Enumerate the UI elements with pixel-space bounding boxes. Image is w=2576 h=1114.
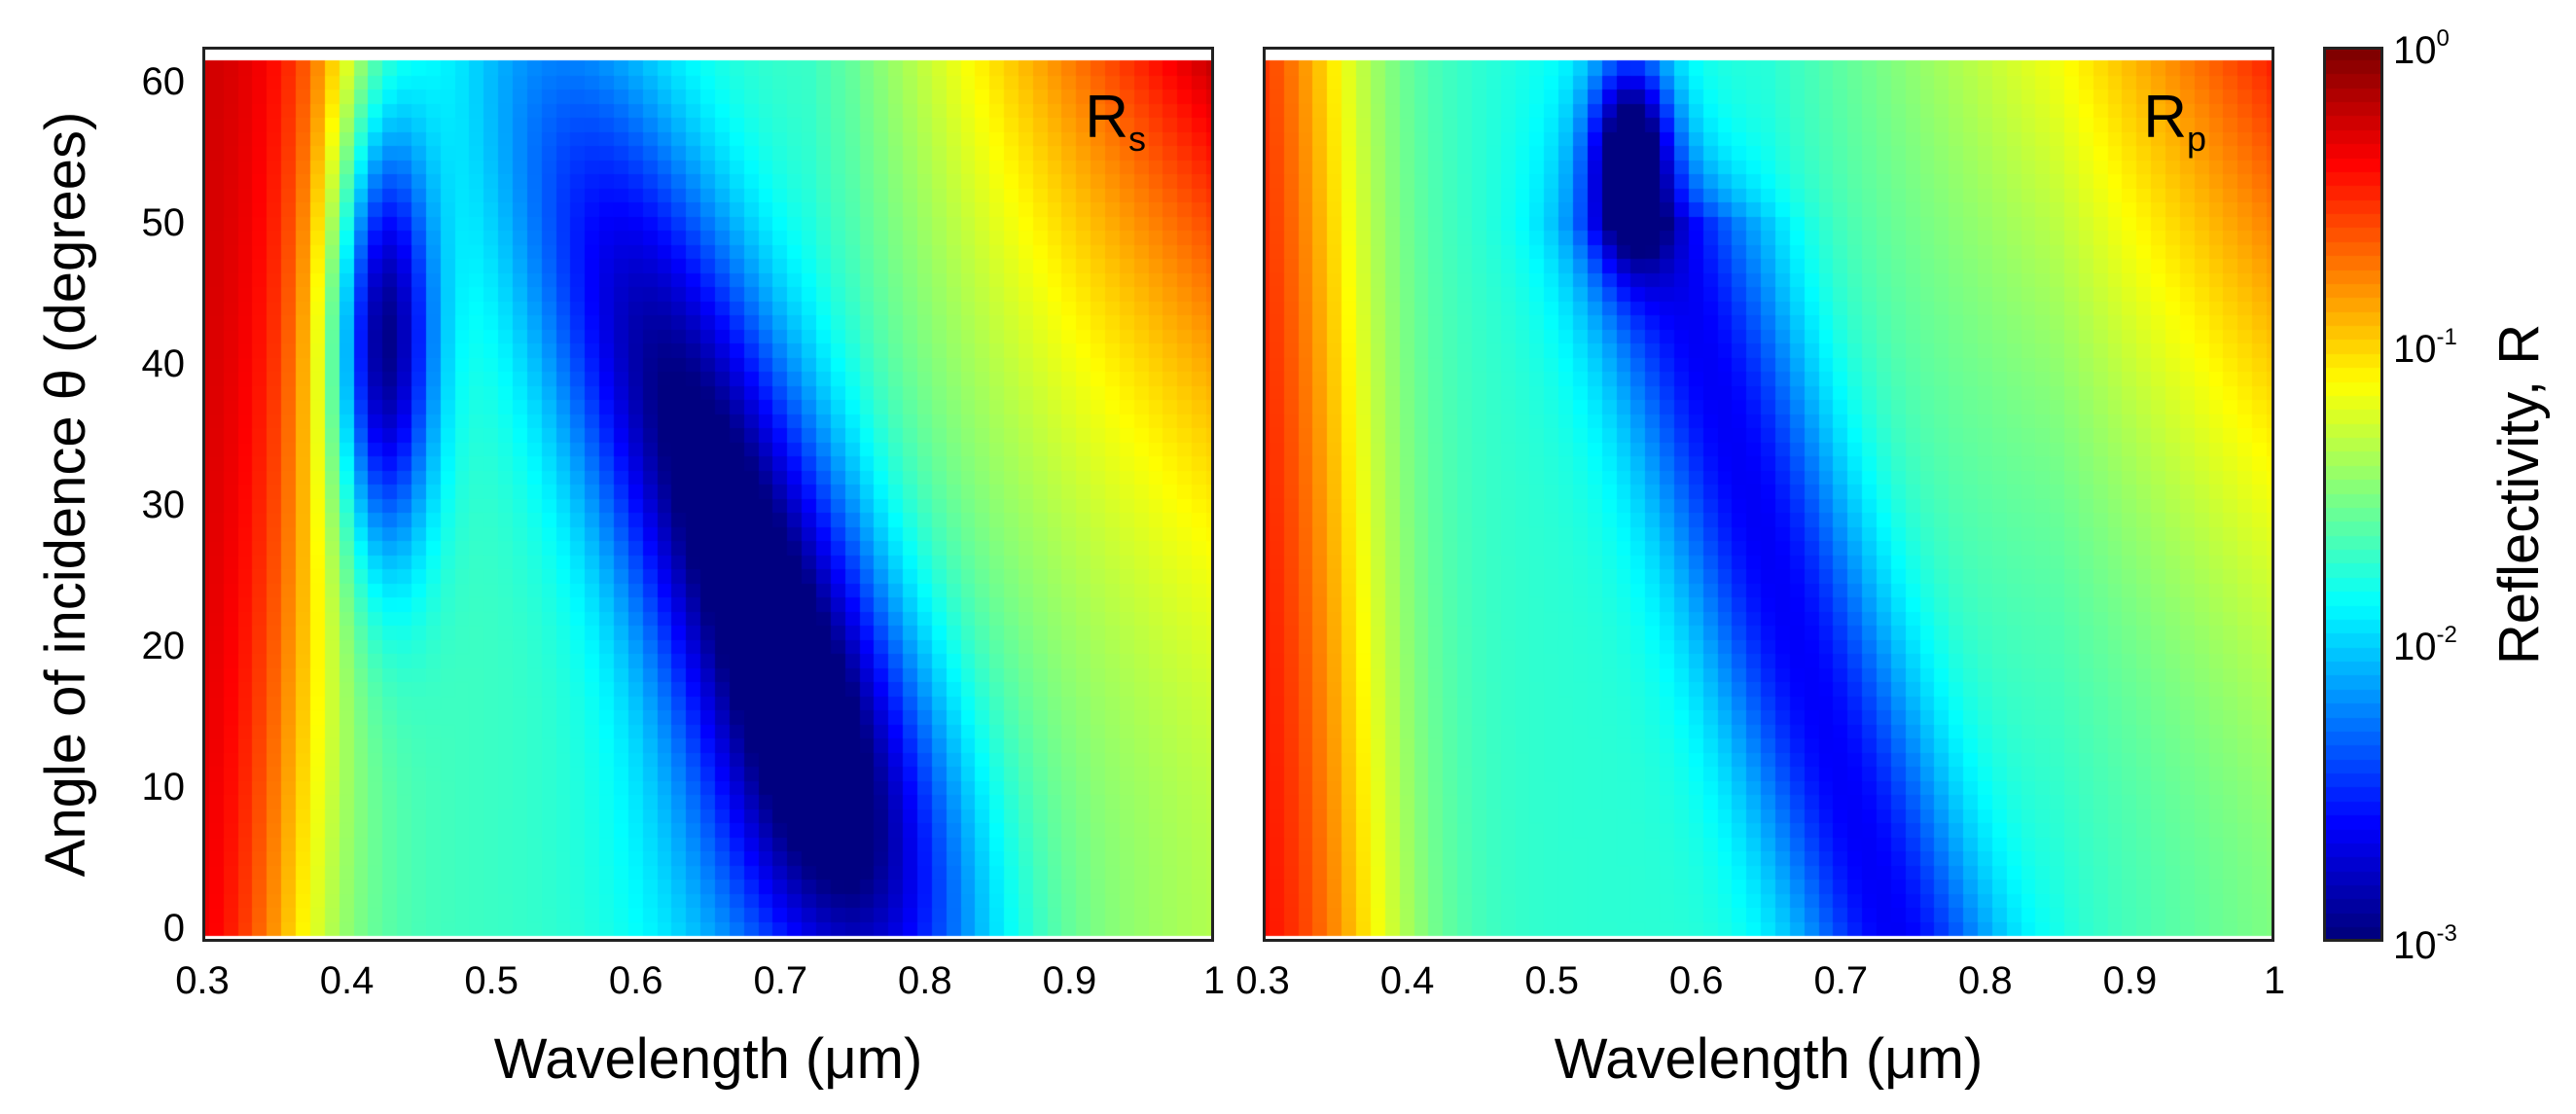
x-tick-label: 0.4 (319, 959, 375, 1002)
x-tick-label: 0.3 (1235, 959, 1290, 1002)
colorbar-tick-label: 100 (2393, 25, 2450, 72)
colorbar-frame (2323, 47, 2383, 942)
colorbar (2323, 47, 2383, 942)
panel-label-rs: Rs (1085, 84, 1146, 159)
x-tick-label: 0.9 (2102, 959, 2158, 1002)
y-tick-label: 40 (141, 342, 186, 385)
x-tick-label: 0.5 (1524, 959, 1579, 1002)
y-tick-label: 50 (141, 201, 186, 244)
colorbar-tick-label: 10-3 (2393, 920, 2457, 967)
x-tick-label: 0.8 (1958, 959, 2013, 1002)
x-tick-label: 0.9 (1042, 959, 1097, 1002)
y-tick-label: 10 (141, 766, 186, 809)
y-tick-label: 30 (141, 484, 186, 526)
x-tick-label: 0.6 (1668, 959, 1724, 1002)
heatmap-panel-rs: Rs (202, 47, 1214, 942)
x-axis-title-rp: Wavelength (μm) (1554, 1027, 1984, 1091)
x-tick-label: 1 (1202, 959, 1226, 1002)
x-tick-label: 1 (2263, 959, 2286, 1002)
y-axis-title: Angle of incidence θ (degrees) (34, 111, 97, 878)
y-tick-label: 20 (141, 625, 186, 667)
colorbar-tick-label: 10-1 (2393, 323, 2457, 371)
x-tick-label: 0.6 (608, 959, 663, 1002)
colorbar-title: Reflectivity, R (2487, 323, 2551, 665)
y-tick-label: 0 (162, 907, 185, 950)
y-tick-label: 60 (141, 60, 186, 103)
x-tick-label: 0.7 (1813, 959, 1869, 1002)
x-axis-title-rs: Wavelength (μm) (493, 1027, 923, 1091)
heatmap-panel-rp: Rp (1263, 47, 2274, 942)
colorbar-tick-label: 10-2 (2393, 622, 2457, 669)
x-tick-label: 0.7 (753, 959, 808, 1002)
heatmap-rp (1263, 47, 2274, 942)
panel-label-rp: Rp (2143, 84, 2206, 159)
x-tick-label: 0.3 (175, 959, 230, 1002)
x-tick-label: 0.4 (1379, 959, 1435, 1002)
x-tick-label: 0.8 (898, 959, 952, 1002)
heatmap-rs (202, 47, 1214, 942)
x-tick-label: 0.5 (464, 959, 519, 1002)
